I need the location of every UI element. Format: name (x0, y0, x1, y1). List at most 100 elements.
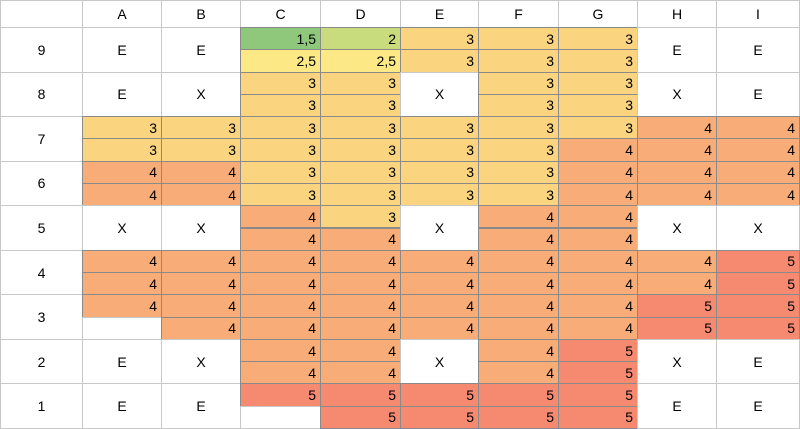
column-header: D (320, 0, 401, 28)
value-cell: 3 (400, 116, 479, 140)
value-cell: 4 (240, 361, 321, 385)
value-cell: 4 (637, 182, 717, 207)
row-header: 7 (0, 116, 83, 162)
status-cell: E (637, 27, 717, 73)
row-header: 4 (0, 249, 83, 296)
status-cell: E (716, 71, 800, 118)
value-cell: 3 (558, 27, 638, 51)
column-header: H (637, 0, 717, 28)
value-cell: 5 (637, 294, 717, 318)
value-cell: 4 (400, 294, 479, 318)
status-cell: X (161, 71, 241, 118)
value-cell: 3 (240, 138, 321, 162)
value-cell: 4 (240, 294, 321, 318)
value-cell: 5 (478, 405, 559, 429)
value-cell: 4 (716, 182, 800, 207)
value-cell: 4 (240, 227, 321, 251)
value-cell: 4 (558, 272, 638, 296)
column-header: C (240, 0, 321, 28)
value-cell: 4 (637, 138, 717, 162)
value-cell: 4 (637, 272, 717, 296)
empty-cell (240, 405, 321, 429)
status-cell: X (400, 71, 479, 118)
status-cell: E (82, 27, 162, 73)
value-cell: 4 (82, 272, 162, 296)
value-cell: 5 (320, 405, 401, 429)
value-cell: 4 (240, 272, 321, 296)
value-cell: 4 (240, 316, 321, 340)
status-cell: X (637, 205, 717, 251)
value-cell: 3 (558, 49, 638, 73)
column-header: A (82, 0, 162, 28)
row-header: 6 (0, 160, 83, 207)
value-cell: 3 (240, 71, 321, 95)
status-cell: E (82, 71, 162, 118)
value-cell: 4 (558, 227, 638, 251)
value-cell: 3 (478, 160, 559, 184)
value-cell: 4 (161, 160, 241, 184)
value-cell: 4 (716, 138, 800, 162)
row-header: 1 (0, 383, 83, 429)
value-cell: 4 (82, 182, 162, 207)
status-cell: X (637, 71, 717, 118)
value-cell: 3 (320, 160, 401, 184)
value-cell: 4 (637, 116, 717, 140)
value-cell: 4 (82, 160, 162, 184)
value-cell: 3 (320, 182, 401, 207)
value-cell: 4 (478, 227, 559, 251)
column-header: G (558, 0, 638, 28)
value-cell: 4 (320, 294, 401, 318)
value-cell: 4 (716, 160, 800, 184)
value-cell: 4 (400, 272, 479, 296)
value-cell: 3 (478, 138, 559, 162)
status-cell: E (82, 338, 162, 385)
status-cell: X (161, 338, 241, 385)
value-cell: 4 (320, 338, 401, 363)
value-cell: 3 (320, 138, 401, 162)
value-cell: 3 (240, 93, 321, 118)
value-cell: 3 (478, 27, 559, 51)
row-header: 3 (0, 294, 83, 340)
value-cell: 4 (240, 338, 321, 363)
value-cell: 4 (240, 249, 321, 274)
value-cell: 4 (320, 272, 401, 296)
value-cell: 3 (320, 116, 401, 140)
value-cell: 5 (400, 405, 479, 429)
column-header: B (161, 0, 241, 28)
status-cell: X (161, 205, 241, 251)
value-cell: 4 (558, 249, 638, 274)
value-cell: 4 (82, 249, 162, 274)
value-cell: 5 (240, 383, 321, 407)
value-cell: 5 (558, 361, 638, 385)
value-cell: 3 (240, 160, 321, 184)
value-cell: 3 (478, 93, 559, 118)
value-cell: 5 (558, 405, 638, 429)
empty-cell (82, 316, 162, 340)
value-cell: 4 (558, 205, 638, 229)
value-cell: 3 (400, 138, 479, 162)
value-cell: 5 (637, 316, 717, 340)
value-cell: 4 (400, 249, 479, 274)
value-cell: 4 (478, 338, 559, 363)
value-cell: 4 (320, 361, 401, 385)
status-cell: E (161, 27, 241, 73)
value-cell: 4 (240, 205, 321, 229)
corner-cell (0, 0, 83, 28)
value-cell: 2,5 (320, 49, 401, 73)
value-cell: 4 (558, 160, 638, 184)
value-cell: 4 (478, 316, 559, 340)
value-cell: 3 (161, 138, 241, 162)
value-cell: 5 (716, 294, 800, 318)
value-cell: 4 (400, 316, 479, 340)
value-cell: 3 (558, 116, 638, 140)
value-cell: 4 (558, 138, 638, 162)
value-cell: 5 (478, 383, 559, 407)
value-cell: 5 (716, 272, 800, 296)
value-cell: 4 (637, 249, 717, 274)
value-cell: 3 (240, 116, 321, 140)
value-cell: 4 (478, 272, 559, 296)
value-cell: 3 (320, 71, 401, 95)
status-cell: X (400, 338, 479, 385)
value-cell: 4 (320, 249, 401, 274)
